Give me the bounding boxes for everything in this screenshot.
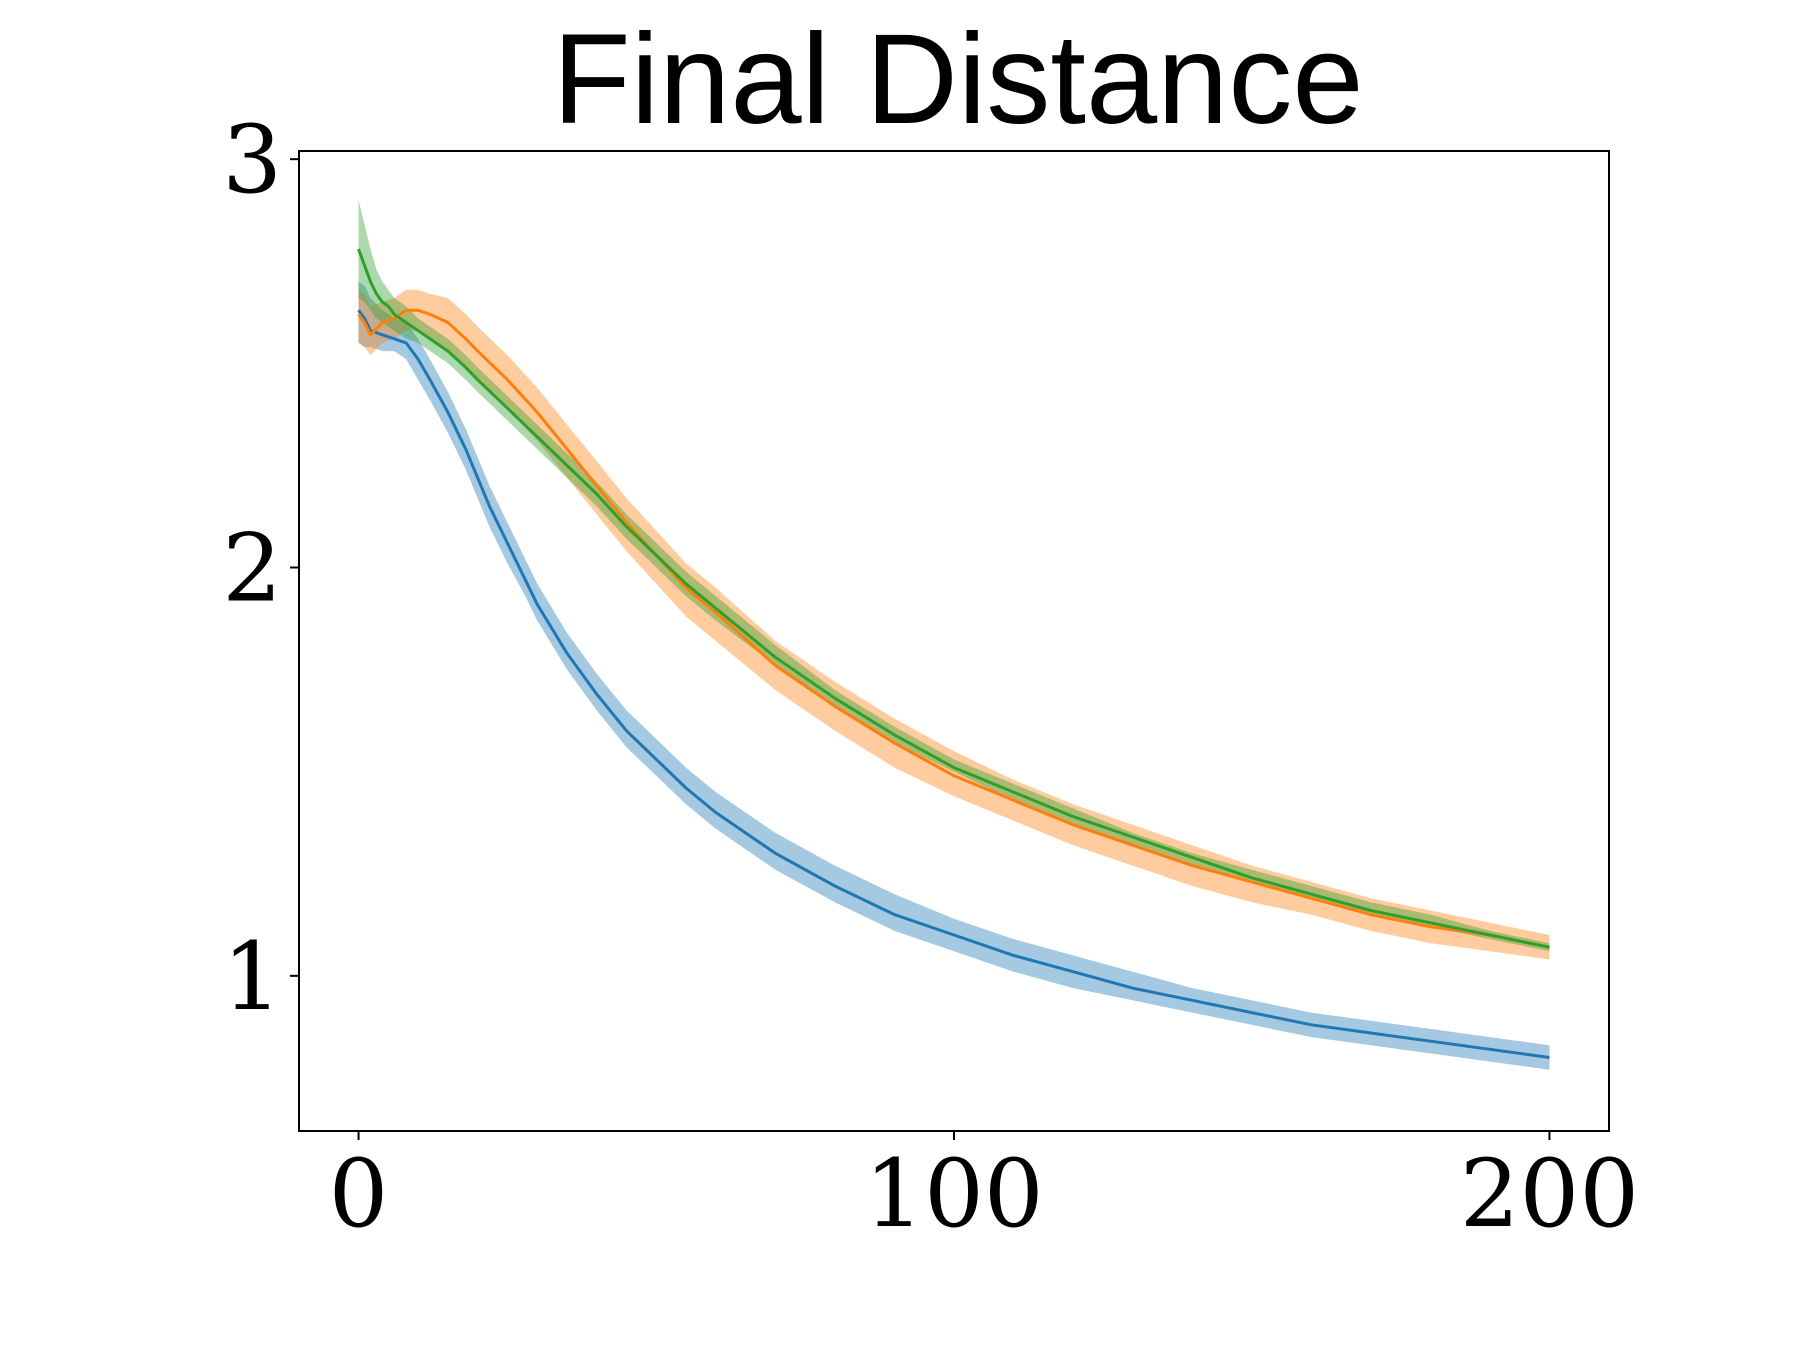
x-tick-label: 100: [864, 1140, 1043, 1249]
x-axis-ticks: 0 100 200: [329, 1131, 1639, 1249]
x-tick-label: 200: [1460, 1140, 1639, 1249]
chart-title: Final Distance: [553, 8, 1364, 151]
y-tick-label: 1: [222, 923, 282, 1032]
series-3-line: [357, 248, 1550, 949]
confidence-bands: [358, 200, 1550, 1070]
series-1-band: [358, 281, 1550, 1070]
series-2-band: [358, 289, 1550, 960]
y-axis-ticks: 1 2 3: [222, 106, 299, 1032]
y-tick-label: 3: [222, 106, 282, 215]
series-1-line: [357, 309, 1550, 1059]
series-lines: [357, 248, 1550, 1059]
x-tick-label: 0: [329, 1140, 389, 1249]
y-tick-label: 2: [222, 515, 282, 624]
plot-frame: [298, 150, 1610, 1132]
series-3-band: [358, 200, 1550, 952]
